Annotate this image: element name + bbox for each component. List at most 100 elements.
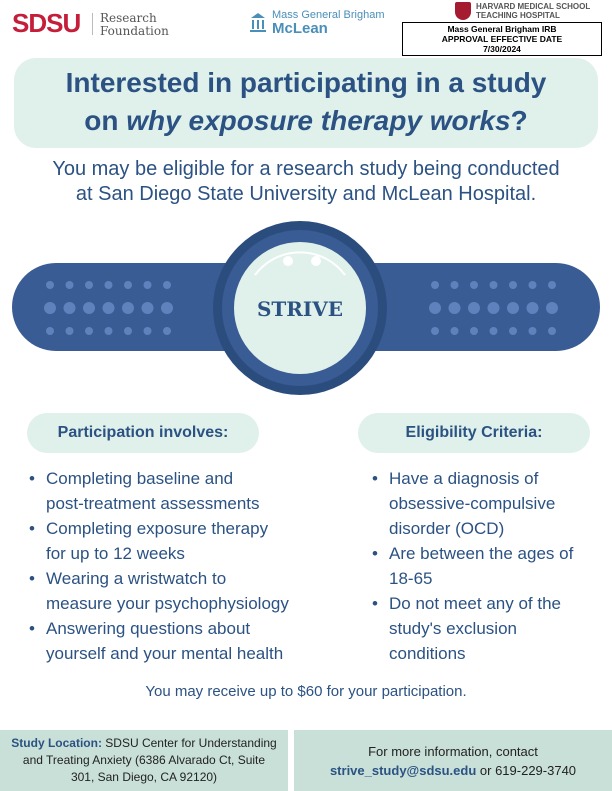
headline-box bbox=[14, 58, 598, 148]
band-dot bbox=[526, 302, 539, 314]
subheadline-line: at San Diego State University and McLean… bbox=[75, 183, 537, 205]
headline-emphasis: why exposure therapy works bbox=[126, 105, 511, 136]
hms-text: HARVARD MEDICAL SCHOOL TEACHING HOSPITAL bbox=[476, 2, 590, 20]
band-dot bbox=[429, 302, 441, 314]
contact-info: For more information, contact strive_stud… bbox=[294, 730, 612, 791]
hms-line: TEACHING HOSPITAL bbox=[476, 11, 560, 20]
subheadline-line: You may be eligible for a research study… bbox=[52, 158, 560, 180]
hms-line: HARVARD MEDICAL SCHOOL bbox=[476, 2, 591, 11]
list-item-line: measure your psychophysiology bbox=[46, 594, 289, 613]
list-item-line: conditions bbox=[389, 644, 466, 663]
headline-post: ? bbox=[510, 105, 528, 136]
rf-line: Foundation bbox=[100, 24, 169, 38]
band-dot bbox=[548, 281, 556, 289]
list-item-line: Are between the ages of bbox=[389, 544, 574, 563]
band-dot bbox=[122, 302, 134, 314]
headline-pre: on bbox=[84, 105, 127, 136]
contact-line: For more information, contact bbox=[368, 743, 538, 759]
list-item: Have a diagnosis of obsessive-compulsive d… bbox=[369, 466, 573, 541]
compensation-text: You may receive up to $60 for your parti… bbox=[145, 683, 467, 700]
band-dot bbox=[470, 327, 478, 335]
band-dot bbox=[509, 327, 517, 335]
band-dot bbox=[509, 281, 517, 289]
band-dot bbox=[124, 281, 132, 289]
band-dot bbox=[65, 327, 74, 335]
band-dot bbox=[468, 302, 480, 314]
band-dot bbox=[450, 327, 459, 335]
study-location: Study Location: SDSU Center for Understa… bbox=[0, 730, 288, 791]
band-dot bbox=[124, 327, 132, 335]
band-dot bbox=[44, 302, 56, 314]
location-line: SDSU Center for Understanding bbox=[101, 736, 277, 750]
list-item-line: Completing baseline and bbox=[46, 469, 234, 488]
band-dot bbox=[163, 281, 171, 289]
band-dot bbox=[104, 281, 113, 289]
band-dot bbox=[528, 281, 537, 289]
logo-divider bbox=[92, 13, 93, 35]
band-dot bbox=[141, 302, 154, 314]
band-dot bbox=[450, 281, 459, 289]
watch-dot bbox=[311, 256, 321, 266]
band-dot bbox=[548, 327, 556, 335]
location-line: 301, San Diego, CA 92120) bbox=[70, 770, 218, 784]
mgb-text: Mass General Brigham bbox=[272, 9, 385, 21]
list-item-line: Do not meet any of the bbox=[389, 594, 561, 613]
band-dot bbox=[507, 302, 519, 314]
band-dot bbox=[487, 302, 500, 314]
mclean-building-icon bbox=[250, 13, 266, 32]
list-item-line: post-treatment assessments bbox=[46, 494, 260, 513]
band-dot bbox=[161, 302, 173, 314]
eligibility-heading: Eligibility Criteria: bbox=[358, 413, 590, 453]
list-item-line: 18-65 bbox=[389, 569, 433, 588]
location-line: and Treating Anxiety (6386 Alvarado Ct, … bbox=[22, 753, 266, 767]
participation-heading: Participation involves: bbox=[27, 413, 259, 453]
mclean-text: McLean bbox=[272, 20, 328, 37]
location-label: Study Location: bbox=[11, 736, 102, 750]
band-dot bbox=[102, 302, 115, 314]
band-dot bbox=[143, 281, 152, 289]
band-dot bbox=[104, 327, 113, 335]
list-item: Are between the ages of 18-65 bbox=[369, 541, 573, 591]
list-item-line: Completing exposure therapy bbox=[46, 519, 269, 538]
band-dot bbox=[143, 327, 152, 335]
list-item: Answering questions about yourself and yo… bbox=[26, 616, 289, 666]
headline: Interested in participating in a study o… bbox=[14, 64, 598, 140]
list-item-line: obsessive-compulsive bbox=[389, 494, 556, 513]
band-dot bbox=[470, 281, 478, 289]
band-dot bbox=[528, 327, 537, 335]
band-dot bbox=[65, 281, 74, 289]
list-item-line: Answering questions about bbox=[46, 619, 251, 638]
band-dot bbox=[85, 327, 93, 335]
list-item-line: disorder (OCD) bbox=[389, 519, 505, 538]
harvard-shield-icon bbox=[455, 2, 471, 20]
list-item-line: for up to 12 weeks bbox=[46, 544, 185, 563]
watch-label: STRIVE bbox=[257, 297, 343, 321]
list-item-line: Wearing a wristwatch to bbox=[46, 569, 227, 588]
band-dot bbox=[83, 302, 95, 314]
list-item: Completing baseline and post-treatment as… bbox=[26, 466, 289, 516]
irb-line: APPROVAL EFFECTIVE DATE bbox=[441, 34, 563, 44]
sdsu-logo: SDSU bbox=[12, 8, 81, 38]
irb-approval-stamp: Mass General Brigham IRB APPROVAL EFFECT… bbox=[402, 22, 602, 56]
headline-line1: Interested in participating in a study bbox=[65, 67, 547, 98]
band-dot bbox=[448, 302, 461, 314]
band-dot bbox=[46, 281, 54, 289]
list-item-line: Have a diagnosis of bbox=[389, 469, 539, 488]
contact-phone: or 619-229-3740 bbox=[476, 762, 577, 778]
band-dot bbox=[63, 302, 76, 314]
wristwatch-illustration: STRIVE bbox=[12, 221, 600, 395]
headline-line2: on why exposure therapy works? bbox=[14, 102, 598, 140]
band-dot bbox=[546, 302, 558, 314]
eligibility-list: Have a diagnosis of obsessive-compulsive d… bbox=[369, 466, 573, 666]
band-dot bbox=[489, 327, 498, 335]
list-item-line: yourself and your mental health bbox=[46, 644, 284, 663]
band-dot bbox=[163, 327, 171, 335]
band-dot bbox=[85, 281, 93, 289]
contact-email-link[interactable]: strive_study@sdsu.edu bbox=[329, 762, 477, 778]
band-dot bbox=[46, 327, 54, 335]
list-item-line: study's exclusion bbox=[389, 619, 517, 638]
list-item: Do not meet any of the study's exclusion c… bbox=[369, 591, 573, 666]
watch-dot bbox=[283, 256, 293, 266]
watch-face bbox=[234, 242, 366, 374]
irb-line: Mass General Brigham IRB bbox=[447, 24, 557, 34]
